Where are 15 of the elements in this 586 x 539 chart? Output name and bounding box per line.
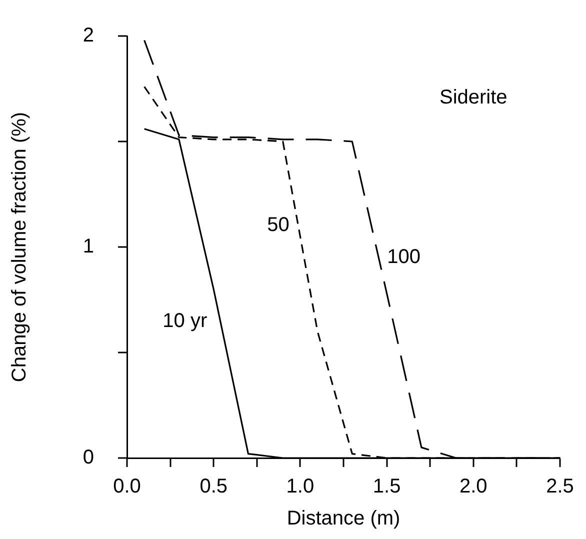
y-axis-title: Change of volume fraction (%) [8, 112, 31, 382]
x-tick-label: 0.5 [200, 476, 228, 498]
x-tick-label: 1.5 [372, 476, 401, 498]
y-tick-label: 1 [82, 236, 94, 258]
series-label: 100 [387, 246, 420, 268]
x-axis-title: Distance (m) [286, 508, 400, 530]
annotation: Siderite [439, 86, 508, 109]
series-label: 10 yr [162, 310, 208, 332]
x-tick-label: 2.5 [546, 476, 574, 498]
x-tick-label: 0.0 [113, 476, 141, 498]
x-tick-label: 1.0 [286, 476, 314, 498]
x-tick-label: 2.0 [459, 476, 488, 498]
y-tick-label: 2 [82, 24, 94, 47]
y-tick-label: 0 [82, 446, 94, 469]
series-label: 50 [267, 214, 290, 236]
